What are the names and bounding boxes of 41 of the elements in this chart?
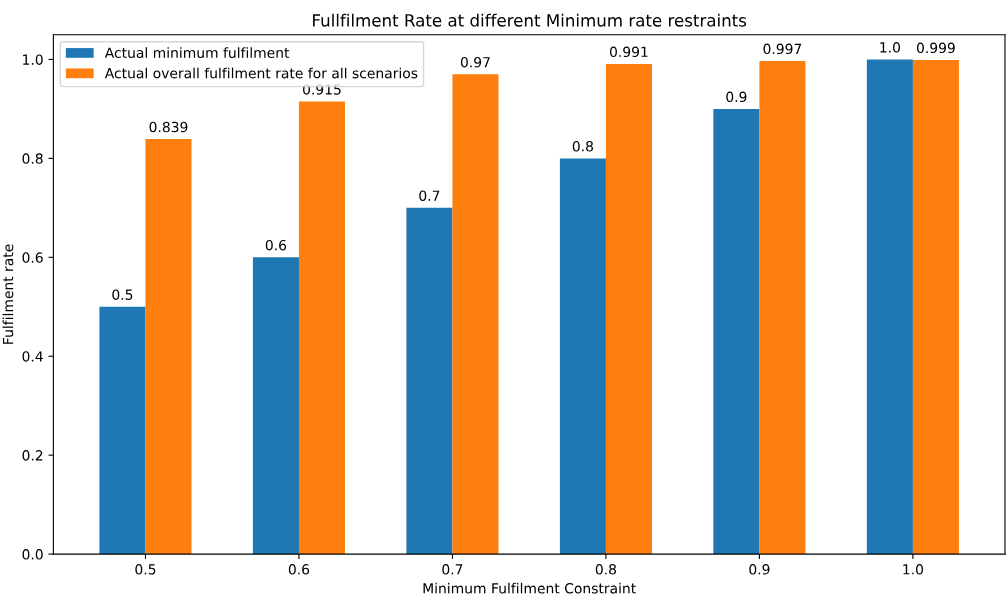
bar xyxy=(99,306,146,555)
bar xyxy=(759,60,806,555)
y-tick-label: 0.4 xyxy=(22,351,43,362)
legend-label: Actual minimum fulfilment xyxy=(104,47,290,58)
data-label: 0.991 xyxy=(609,46,648,58)
y-tick-label: 0.0 xyxy=(22,549,43,560)
bar xyxy=(866,59,913,555)
bar xyxy=(713,108,760,555)
data-label: 0.999 xyxy=(916,42,955,54)
bar xyxy=(605,63,652,555)
bar xyxy=(452,74,499,555)
data-label: 0.7 xyxy=(419,190,440,201)
data-label: 0.97 xyxy=(460,56,490,68)
bar xyxy=(298,101,345,555)
data-label: 0.9 xyxy=(726,91,747,103)
x-tick-label: 0.7 xyxy=(442,564,463,575)
x-tick-label: 0.8 xyxy=(595,564,617,575)
data-label: 0.997 xyxy=(763,43,802,55)
x-axis-title: Minimum Fulfilment Constraint xyxy=(423,582,636,594)
bar xyxy=(912,59,959,555)
data-label: 0.5 xyxy=(112,289,133,300)
y-tick-label: 0.6 xyxy=(22,252,43,263)
x-tick-label: 1.0 xyxy=(903,564,924,575)
data-label: 0.8 xyxy=(572,141,593,152)
y-tick-label: 0.2 xyxy=(22,450,43,461)
data-label: 1.0 xyxy=(880,42,900,53)
chart-title: Fullfilment Rate at different Minimum rate restraints xyxy=(313,13,747,27)
x-tick-label: 0.6 xyxy=(288,564,310,575)
data-label: 0.6 xyxy=(265,239,287,251)
y-axis-title: Fulfilment rate xyxy=(2,244,14,344)
x-tick-label: 0.5 xyxy=(135,564,156,575)
bar xyxy=(559,158,606,555)
y-tick-label: 1.0 xyxy=(23,54,43,65)
bar xyxy=(145,139,192,555)
data-label: 0.839 xyxy=(149,121,188,133)
x-tick-label: 0.9 xyxy=(749,564,770,575)
bar xyxy=(252,257,299,555)
legend-label: Actual overall fulfilment rate for all scenarios xyxy=(104,67,418,79)
data-label: 0.915 xyxy=(303,84,341,95)
bar xyxy=(406,207,453,555)
y-tick-label: 0.8 xyxy=(22,153,43,164)
